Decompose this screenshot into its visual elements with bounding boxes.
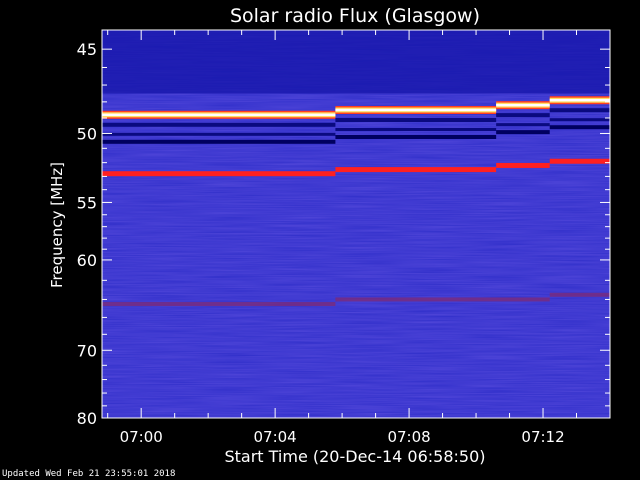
band-dark-segment	[335, 118, 497, 122]
y-tick-label: 45	[77, 40, 97, 59]
emission-bands	[102, 96, 610, 307]
x-tick-label: 07:12	[521, 428, 564, 446]
x-tick-label: 07:08	[387, 428, 430, 446]
band-dark-segment	[549, 108, 610, 113]
y-tick-label: 50	[77, 124, 97, 143]
band-bright-segment	[102, 113, 336, 117]
band-bright-segment	[549, 99, 610, 102]
band-dark-segment	[102, 139, 336, 144]
y-tick-label: 60	[77, 251, 97, 270]
band-red-segment	[549, 158, 610, 164]
y-tick-label: 80	[77, 409, 97, 428]
band-dark-segment	[549, 125, 610, 130]
band-dark-segment	[102, 132, 336, 136]
band-dark-segment	[496, 130, 550, 135]
plot-noise-texture	[102, 30, 610, 418]
band-dark-segment	[335, 128, 497, 131]
band-dark-segment	[549, 118, 610, 122]
y-axis: 45 50 55 60 70 80	[77, 40, 610, 428]
band-bright-segment	[335, 108, 497, 112]
band-red-segment	[102, 171, 336, 177]
x-axis-label: Start Time (20-Dec-14 06:58:50)	[224, 447, 485, 466]
band-dark-segment	[496, 123, 550, 127]
band-faint-segment	[102, 302, 336, 307]
band-dark-segment	[496, 113, 550, 118]
updated-timestamp: Updated Wed Feb 21 23:55:01 2018	[2, 469, 176, 479]
band-dark-segment	[102, 122, 336, 127]
y-tick-label: 55	[77, 193, 97, 212]
y-tick-label: 70	[77, 341, 97, 360]
plot-frame	[101, 29, 611, 419]
x-tick-label: 07:04	[254, 428, 297, 446]
x-tick-label: 07:00	[120, 428, 163, 446]
band-dark-segment	[335, 135, 497, 139]
y-axis-label: Frequency [MHz]	[48, 162, 66, 288]
band-faint-segment	[549, 292, 610, 297]
x-axis: 07:00 07:04 07:08 07:12	[107, 30, 611, 446]
plot-area	[102, 30, 610, 418]
band-bright-segment	[496, 103, 550, 107]
plot-top-dark-region	[102, 30, 610, 94]
chart-title: Solar radio Flux (Glasgow)	[230, 5, 480, 27]
band-red-segment	[496, 162, 550, 168]
band-faint-segment	[335, 297, 550, 302]
band-red-segment	[335, 167, 497, 173]
